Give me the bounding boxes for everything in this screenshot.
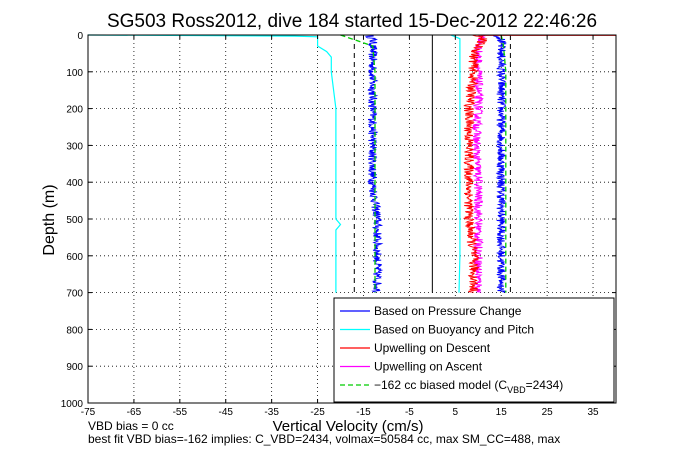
- y-tick-label: 700: [66, 289, 83, 300]
- chart-title: SG503 Ross2012, dive 184 started 15-Dec-…: [107, 11, 597, 32]
- vbd-bias-note: VBD bias = 0 cc: [88, 420, 174, 433]
- fit-notes: VBD bias = 0 cc best fit VBD bias=-162 i…: [88, 420, 681, 446]
- y-tick-label: 200: [66, 105, 83, 116]
- x-axis-label: Vertical Velocity (cm/s): [273, 418, 424, 435]
- x-tick-label: 5: [453, 407, 459, 418]
- x-tick-label: 15: [496, 407, 508, 418]
- y-tick-label: 100: [66, 68, 83, 79]
- x-tick-label: -65: [127, 407, 142, 418]
- legend-label: Upwelling on Descent: [374, 341, 491, 355]
- y-tick-label: 800: [66, 325, 83, 336]
- series-layer: [87, 34, 616, 293]
- legend: Based on Pressure Change Based on Buoyanc…: [333, 297, 615, 403]
- legend-label: Based on Pressure Change: [374, 304, 522, 318]
- series-line-2: [340, 34, 376, 293]
- series-line-7: [462, 34, 488, 293]
- x-tick-label: 35: [587, 407, 599, 418]
- y-tick-label: 500: [66, 215, 83, 226]
- legend-box: [333, 297, 615, 403]
- x-tick-label: -55: [173, 407, 188, 418]
- series-line-6: [471, 34, 487, 293]
- x-tick-label: 25: [542, 407, 554, 418]
- legend-label: Upwelling on Ascent: [374, 360, 483, 374]
- y-tick-label: 1000: [61, 399, 84, 410]
- series-line-3: [492, 34, 507, 293]
- y-axis-label: Depth (m): [41, 184, 58, 255]
- y-tick-label: 300: [66, 141, 83, 152]
- y-tick-label: 900: [66, 362, 83, 373]
- legend-label: Based on Buoyancy and Pitch: [374, 323, 534, 337]
- series-line-4: [450, 34, 461, 293]
- axis-ticks: -75 -65 -55 -45 -35 -25 -15 -5 5 15 25 350100200300…: [61, 31, 616, 418]
- series-line-0: [364, 34, 384, 293]
- x-tick-label: -45: [219, 407, 234, 418]
- series-line-5: [500, 34, 507, 293]
- y-tick-label: 400: [66, 178, 83, 189]
- x-tick-label: -25: [310, 407, 325, 418]
- x-tick-label: -75: [81, 407, 96, 418]
- y-tick-label: 0: [77, 31, 83, 42]
- series-line-1: [87, 34, 342, 293]
- x-tick-label: -35: [264, 407, 279, 418]
- y-tick-label: 600: [66, 252, 83, 263]
- best-fit-note: best fit VBD bias=-162 implies: C_VBD=24…: [88, 432, 561, 446]
- x-tick-label: -15: [356, 407, 371, 418]
- x-tick-label: -5: [405, 407, 414, 418]
